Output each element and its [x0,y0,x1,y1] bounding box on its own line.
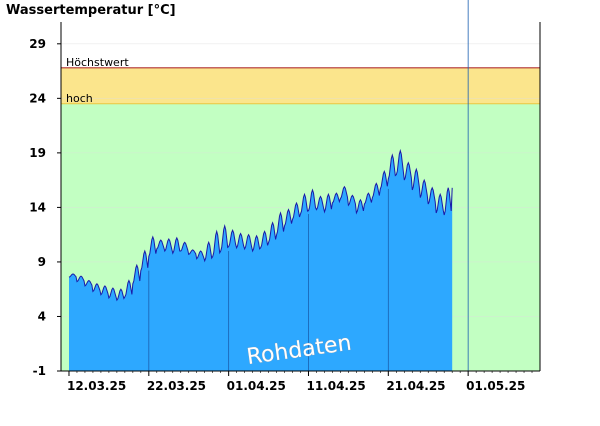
chart-title: Wassertemperatur [°C] [6,3,176,18]
x-tick-label: 11.04.25 [306,379,365,393]
y-tick-label: 19 [29,146,46,160]
x-tick-label: 01.05.25 [466,379,525,393]
x-tick-label: 22.03.25 [147,379,206,393]
y-tick-label: 9 [38,255,46,269]
y-tick-label: 29 [29,37,46,51]
band-above-max [61,22,540,68]
y-tick-label: -1 [33,364,46,378]
rohdaten-annotation: Rohdaten [245,331,353,370]
x-tick-label: 21.04.25 [386,379,445,393]
band-hoch [61,67,540,104]
label-hoch: hoch [66,92,93,105]
label-hoechstwert: Höchstwert [66,56,129,69]
y-tick-label: 4 [38,309,46,323]
y-tick-label: 24 [29,91,46,105]
y-tick-label: 14 [29,200,46,214]
x-tick-label: 12.03.25 [67,379,126,393]
temperature-line [68,148,453,302]
temperature-area [69,150,453,371]
x-tick-label: 01.04.25 [227,379,286,393]
